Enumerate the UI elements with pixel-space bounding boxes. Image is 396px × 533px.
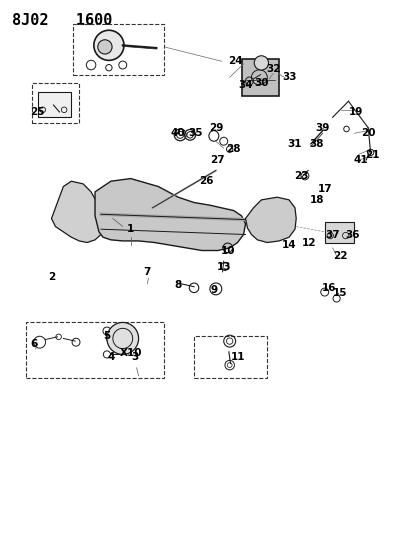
Bar xyxy=(26,322,164,378)
Text: 8: 8 xyxy=(175,280,182,290)
Polygon shape xyxy=(51,181,103,243)
Text: 27: 27 xyxy=(211,155,225,165)
Text: 8J02   1600: 8J02 1600 xyxy=(12,13,112,28)
Text: 25: 25 xyxy=(30,107,45,117)
Bar xyxy=(73,24,164,75)
Ellipse shape xyxy=(254,56,268,70)
Text: 38: 38 xyxy=(310,139,324,149)
Text: 1: 1 xyxy=(127,224,134,234)
Text: X10: X10 xyxy=(120,348,142,358)
Polygon shape xyxy=(246,197,296,243)
Text: 9: 9 xyxy=(210,286,217,295)
Text: 18: 18 xyxy=(310,195,324,205)
Text: 12: 12 xyxy=(302,238,316,247)
Text: 2: 2 xyxy=(48,272,55,282)
Bar xyxy=(325,222,354,243)
Text: 19: 19 xyxy=(349,107,364,117)
Text: 21: 21 xyxy=(365,150,379,159)
Text: 11: 11 xyxy=(230,352,245,362)
Text: 4: 4 xyxy=(107,352,114,362)
Text: 13: 13 xyxy=(217,262,231,271)
Polygon shape xyxy=(95,179,246,251)
Ellipse shape xyxy=(98,40,112,54)
Ellipse shape xyxy=(94,30,124,60)
Text: 7: 7 xyxy=(143,267,150,277)
Text: 32: 32 xyxy=(266,64,280,74)
Text: 39: 39 xyxy=(316,123,330,133)
Text: 31: 31 xyxy=(288,139,302,149)
Text: 28: 28 xyxy=(227,144,241,154)
Text: 5: 5 xyxy=(103,331,110,341)
Text: 14: 14 xyxy=(282,240,296,250)
Text: 23: 23 xyxy=(294,171,308,181)
Bar xyxy=(38,92,71,117)
Ellipse shape xyxy=(107,322,139,354)
Bar xyxy=(194,336,267,378)
Text: 40: 40 xyxy=(171,128,185,138)
Text: 34: 34 xyxy=(238,80,253,90)
Text: 24: 24 xyxy=(228,56,243,66)
Text: 26: 26 xyxy=(199,176,213,186)
Text: 37: 37 xyxy=(326,230,340,239)
Text: 20: 20 xyxy=(361,128,375,138)
Text: 6: 6 xyxy=(30,339,37,349)
Text: 3: 3 xyxy=(131,352,138,362)
Text: 29: 29 xyxy=(209,123,223,133)
Text: 16: 16 xyxy=(322,283,336,293)
Text: 36: 36 xyxy=(345,230,360,239)
Text: 17: 17 xyxy=(318,184,332,194)
Text: 33: 33 xyxy=(282,72,296,82)
Text: 22: 22 xyxy=(333,251,348,261)
Text: 41: 41 xyxy=(353,155,367,165)
Bar xyxy=(242,59,279,96)
Text: 10: 10 xyxy=(221,246,235,255)
Text: 15: 15 xyxy=(333,288,348,298)
Text: 30: 30 xyxy=(254,78,268,87)
Bar xyxy=(32,83,79,123)
Text: 35: 35 xyxy=(189,128,203,138)
